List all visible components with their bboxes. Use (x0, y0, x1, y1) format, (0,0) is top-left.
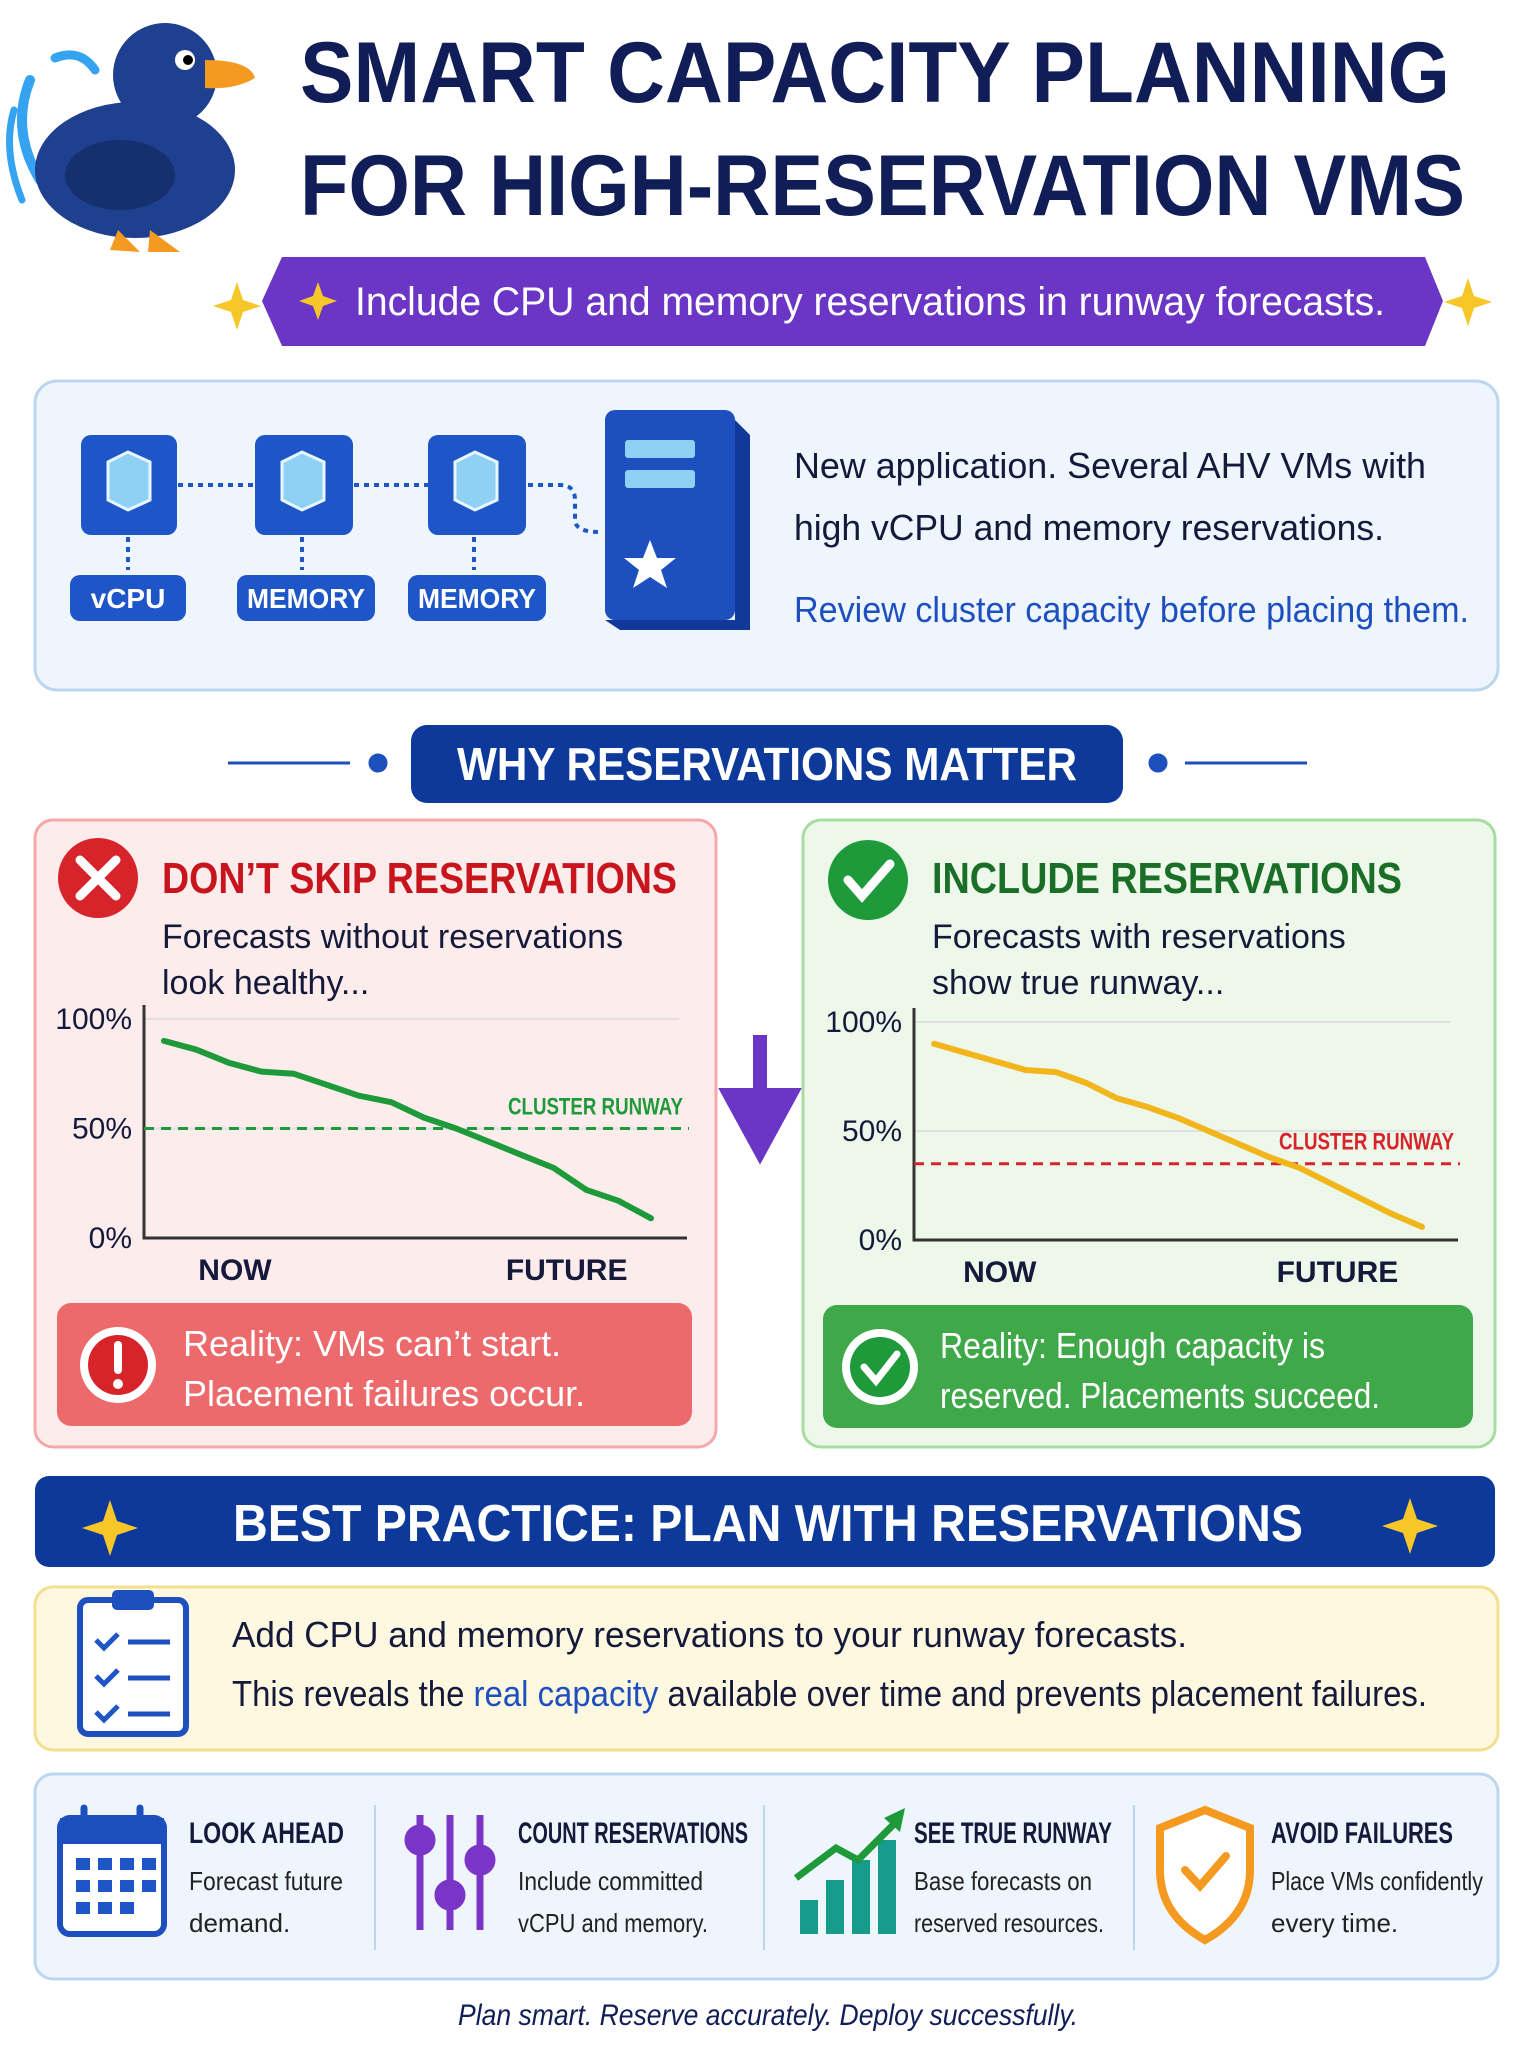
reality-text: Reality: Enough capacity is (940, 1325, 1325, 1366)
tip-text: Include committed (518, 1866, 703, 1896)
sliders-icon (404, 1815, 496, 1930)
section-title: WHY RESERVATIONS MATTER (457, 738, 1077, 790)
vm-icons (70, 410, 750, 630)
title-line: FOR HIGH-RESERVATION VMS (300, 138, 1465, 234)
tip-text: every time. (1271, 1908, 1398, 1938)
scenario-box (33, 379, 1500, 692)
tip-text: reserved resources. (914, 1908, 1104, 1938)
y-tick-label: 100% (825, 1006, 902, 1039)
highlight: real capacity (474, 1673, 659, 1714)
tip-title: COUNT RESERVATIONS (518, 1817, 748, 1850)
ok-icon (850, 1337, 910, 1397)
panel-subtitle: look healthy... (162, 964, 369, 1002)
reality-box (57, 1303, 692, 1426)
y-tick-label: 50% (72, 1113, 132, 1146)
text-part: This reveals the (232, 1673, 474, 1714)
x-tick-label: NOW (198, 1254, 272, 1287)
panel-subtitle: Forecasts with reservations (932, 918, 1346, 956)
runway-label: CLUSTER RUNWAY (1279, 1129, 1454, 1156)
tip-title: AVOID FAILURES (1271, 1817, 1453, 1850)
best-practice-banner (35, 1476, 1495, 1567)
panel (801, 818, 1497, 1449)
resource-label: MEMORY (247, 583, 365, 614)
growth-icon (793, 1808, 905, 1934)
footer: Plan smart. Reserve accurately. Deploy s… (458, 1999, 1078, 2032)
resource-label: MEMORY (418, 583, 536, 614)
x-tick-label: FUTURE (1277, 1256, 1399, 1289)
clipboard-icon (77, 1590, 189, 1737)
x-icon-mark (75, 855, 121, 901)
scenario-note: Review cluster capacity before placing t… (794, 589, 1469, 630)
best-practice-text: Add CPU and memory reservations to your … (232, 1614, 1187, 1655)
ok-icon-mark (860, 1350, 901, 1387)
calendar-icon (57, 1804, 167, 1937)
tagline-ribbon (262, 257, 1443, 346)
tip-text: demand. (189, 1908, 290, 1938)
reality-box (823, 1305, 1473, 1428)
best-practice-text: This reveals the real capacity available… (232, 1673, 1427, 1714)
tip-text: Forecast future (189, 1866, 343, 1896)
panel-title: DON’T SKIP RESERVATIONS (162, 854, 677, 903)
best-practice-title: BEST PRACTICE: PLAN WITH RESERVATIONS (233, 1495, 1303, 1553)
scenario-text: high vCPU and memory reservations. (794, 507, 1384, 548)
title-line: SMART CAPACITY PLANNING (300, 25, 1450, 121)
best-practice-box (33, 1585, 1500, 1752)
y-tick-label: 0% (859, 1224, 902, 1257)
panel-title: INCLUDE RESERVATIONS (932, 854, 1402, 903)
tip-text: vCPU and memory. (518, 1908, 708, 1938)
y-tick-label: 50% (842, 1115, 902, 1148)
y-tick-label: 100% (55, 1003, 132, 1036)
scenario-text: New application. Several AHV VMs with (794, 445, 1426, 486)
reality-text: Placement failures occur. (183, 1373, 585, 1414)
axis (142, 1005, 687, 1240)
reality-text: Reality: VMs can’t start. (183, 1323, 561, 1364)
section-decor (228, 753, 1307, 773)
check-icon (828, 840, 908, 920)
runway-label: CLUSTER RUNWAY (508, 1094, 683, 1121)
shield-icon (1156, 1805, 1254, 1945)
down-arrow (718, 1035, 802, 1165)
resource-label: vCPU (91, 583, 166, 614)
y-tick-label: 0% (89, 1222, 132, 1255)
forecast-line (161, 1037, 654, 1222)
alert-icon-dot (113, 1379, 123, 1389)
tip-title: SEE TRUE RUNWAY (914, 1817, 1112, 1850)
tips-box (33, 1772, 1500, 1981)
axis (912, 1008, 1458, 1242)
reality-text: reserved. Placements succeed. (940, 1375, 1380, 1416)
forecast-line (931, 1040, 1425, 1230)
panel (33, 818, 718, 1449)
text-part: available over time and prevents placeme… (658, 1673, 1427, 1714)
tip-text: Base forecasts on (914, 1866, 1092, 1896)
divider (374, 1805, 1135, 1950)
x-tick-label: FUTURE (506, 1254, 628, 1287)
tip-text: Place VMs confidently (1271, 1866, 1483, 1896)
panel-subtitle: Forecasts without reservations (162, 918, 623, 956)
x-tick-label: NOW (963, 1256, 1037, 1289)
panel-subtitle: show true runway... (932, 964, 1224, 1002)
tagline: Include CPU and memory reservations in r… (355, 280, 1385, 324)
duck-mascot (6, 23, 255, 252)
section-pill (411, 725, 1123, 803)
check-icon-mark (843, 859, 895, 903)
tip-title: LOOK AHEAD (189, 1817, 344, 1850)
